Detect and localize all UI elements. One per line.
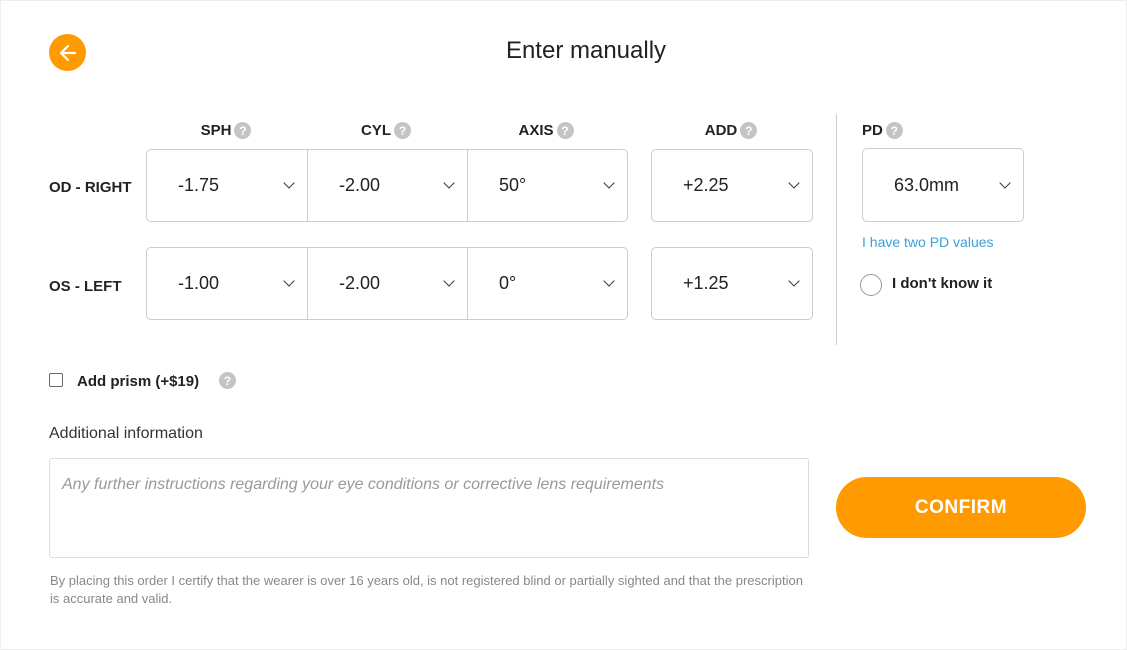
page-title: Enter manually bbox=[505, 37, 667, 64]
od-axis-select[interactable]: 50° bbox=[467, 150, 627, 221]
add-prism-label[interactable]: Add prism (+$19) bbox=[77, 373, 200, 390]
pd-group: 63.0mm bbox=[862, 148, 1024, 222]
pd-label: PD bbox=[862, 122, 883, 139]
os-select-group: -1.00 -2.00 0° bbox=[146, 247, 628, 320]
chevron-down-icon bbox=[283, 177, 295, 189]
od-cyl-select[interactable]: -2.00 bbox=[307, 150, 467, 221]
os-cyl-value: -2.00 bbox=[339, 273, 381, 293]
dont-know-radio[interactable] bbox=[860, 274, 882, 296]
axis-header: AXIS? bbox=[466, 122, 626, 139]
chevron-down-icon bbox=[999, 176, 1011, 189]
od-add-select[interactable]: +2.25 bbox=[652, 150, 812, 221]
disclaimer: By placing this order I certify that the… bbox=[50, 573, 803, 606]
od-select-group: -1.75 -2.00 50° bbox=[146, 149, 628, 222]
pd-select[interactable]: 63.0mm bbox=[863, 149, 1023, 221]
sph-header: SPH? bbox=[146, 122, 306, 139]
arrow-left-icon bbox=[59, 44, 76, 61]
sph-label: SPH bbox=[200, 122, 232, 139]
os-axis-value: 0° bbox=[499, 273, 517, 293]
chevron-down-icon bbox=[603, 275, 615, 287]
help-icon[interactable]: ? bbox=[219, 372, 236, 389]
add-header: ADD? bbox=[651, 122, 811, 139]
os-add-group: +1.25 bbox=[651, 247, 813, 320]
chevron-down-icon bbox=[443, 177, 455, 189]
pd-value: 63.0mm bbox=[894, 174, 960, 195]
chevron-down-icon bbox=[603, 177, 615, 189]
os-add-select[interactable]: +1.25 bbox=[652, 248, 812, 319]
help-icon[interactable]: ? bbox=[885, 122, 903, 139]
chevron-down-icon bbox=[788, 177, 800, 189]
od-sph-value: -1.75 bbox=[178, 175, 220, 195]
chevron-down-icon bbox=[788, 275, 800, 287]
od-sph-select[interactable]: -1.75 bbox=[147, 150, 307, 221]
os-cyl-select[interactable]: -2.00 bbox=[307, 248, 467, 319]
two-pd-values-link[interactable]: I have two PD values bbox=[862, 234, 994, 250]
help-icon[interactable]: ? bbox=[234, 122, 252, 139]
row-label-od: OD - RIGHT bbox=[49, 179, 132, 196]
add-label: ADD bbox=[704, 122, 738, 139]
additional-info-label: Additional information bbox=[49, 425, 203, 442]
divider bbox=[836, 114, 837, 345]
od-cyl-value: -2.00 bbox=[339, 175, 381, 195]
chevron-down-icon bbox=[443, 275, 455, 287]
os-axis-select[interactable]: 0° bbox=[467, 248, 627, 319]
confirm-button[interactable]: CONFIRM bbox=[836, 477, 1086, 538]
od-add-value: +2.25 bbox=[683, 175, 729, 195]
add-prism-checkbox[interactable] bbox=[49, 373, 63, 387]
cyl-header: CYL? bbox=[306, 122, 466, 139]
cyl-label: CYL bbox=[361, 122, 391, 139]
axis-label: AXIS bbox=[518, 122, 554, 139]
od-add-group: +2.25 bbox=[651, 149, 813, 222]
os-sph-value: -1.00 bbox=[178, 273, 220, 293]
help-icon[interactable]: ? bbox=[394, 122, 411, 139]
dont-know-label[interactable]: I don't know it bbox=[892, 275, 993, 292]
od-axis-value: 50° bbox=[499, 175, 527, 195]
pd-header: PD? bbox=[862, 122, 903, 139]
help-icon[interactable]: ? bbox=[556, 122, 574, 139]
help-icon[interactable]: ? bbox=[740, 122, 758, 139]
back-button[interactable] bbox=[49, 34, 86, 71]
chevron-down-icon bbox=[283, 275, 295, 287]
additional-info-input[interactable] bbox=[49, 458, 809, 558]
os-add-value: +1.25 bbox=[683, 273, 729, 293]
os-sph-select[interactable]: -1.00 bbox=[147, 248, 307, 319]
row-label-os: OS - LEFT bbox=[49, 278, 122, 295]
